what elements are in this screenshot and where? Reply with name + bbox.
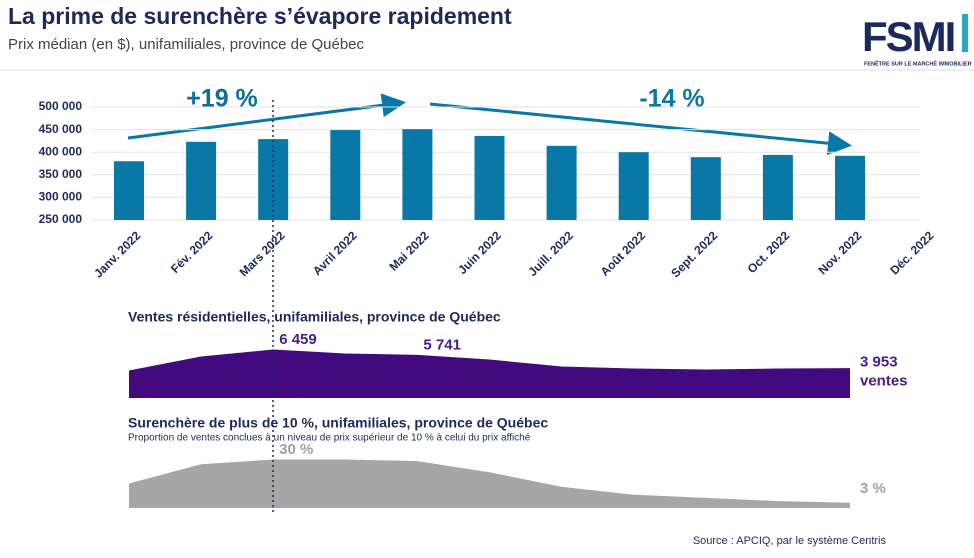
title: La prime de surenchère s’évapore rapidem… <box>8 3 512 29</box>
area-title: Surenchère de plus de 10 %, unifamiliale… <box>128 415 548 431</box>
y-tick-label: 300 000 <box>39 190 83 204</box>
data-label: 6 459 <box>279 331 317 348</box>
trend-arrow <box>127 93 406 140</box>
data-label: 30 % <box>279 441 313 458</box>
x-tick-label: Sept. 2022 <box>668 228 720 280</box>
bar <box>474 135 505 220</box>
bar <box>546 145 577 220</box>
bar <box>186 141 217 220</box>
x-tick-label: Mai 2022 <box>386 228 432 274</box>
logo-tagline: FENÊTRE SUR LE MARCHÉ IMMOBILIER <box>864 59 972 67</box>
y-tick-label: 350 000 <box>39 167 83 181</box>
charts: 250 000 300 000 350 000 400 000 450 000 500 0… <box>39 99 937 508</box>
data-label: 3 % <box>860 480 886 497</box>
area-fill <box>129 460 850 508</box>
bar <box>618 152 649 220</box>
x-tick-label: Juin 2022 <box>455 228 504 277</box>
trend-arrow <box>429 102 852 156</box>
bar <box>762 154 793 220</box>
x-tick-label: Déc. 2022 <box>887 228 936 277</box>
bar <box>690 157 721 220</box>
x-tick-label: Mars 2022 <box>237 228 288 279</box>
area-title: Ventes résidentielles, unifamiliales, pr… <box>128 309 501 325</box>
annotation: -14 % <box>639 85 704 113</box>
y-tick-label: 250 000 <box>39 212 83 226</box>
x-tick-label: Juill. 2022 <box>525 228 576 279</box>
y-tick-label: 450 000 <box>39 122 83 136</box>
source: Source : APCIQ, par le système Centris <box>693 535 887 547</box>
bar <box>835 155 865 220</box>
logo-accent <box>962 14 968 52</box>
logo-name: FSMI <box>862 13 954 60</box>
x-tick-label: Août 2022 <box>598 228 649 279</box>
y-tick-label: 500 000 <box>39 99 83 113</box>
x-tick-label: Fév. 2022 <box>168 228 216 276</box>
x-tick-label: Janv. 2022 <box>91 228 143 280</box>
area-line <box>128 459 851 504</box>
annotation: +19 % <box>186 85 258 113</box>
subtitle: Prix médian (en $), unifamiliales, provi… <box>8 36 365 53</box>
x-tick-label: Oct. 2022 <box>745 228 793 276</box>
area-fill <box>129 350 850 398</box>
bar <box>402 129 433 220</box>
data-unit: ventes <box>860 373 908 390</box>
area-subtitle: Proportion de ventes conclues à un nivea… <box>128 433 531 444</box>
bar <box>114 161 144 220</box>
x-tick-label: Nov. 2022 <box>815 228 864 277</box>
data-label: 5 741 <box>423 336 461 353</box>
bar <box>330 130 361 220</box>
y-tick-label: 400 000 <box>39 144 83 158</box>
x-tick-label: Avril 2022 <box>310 228 360 278</box>
data-label: 3 953 <box>860 354 898 371</box>
area-line <box>128 349 851 372</box>
